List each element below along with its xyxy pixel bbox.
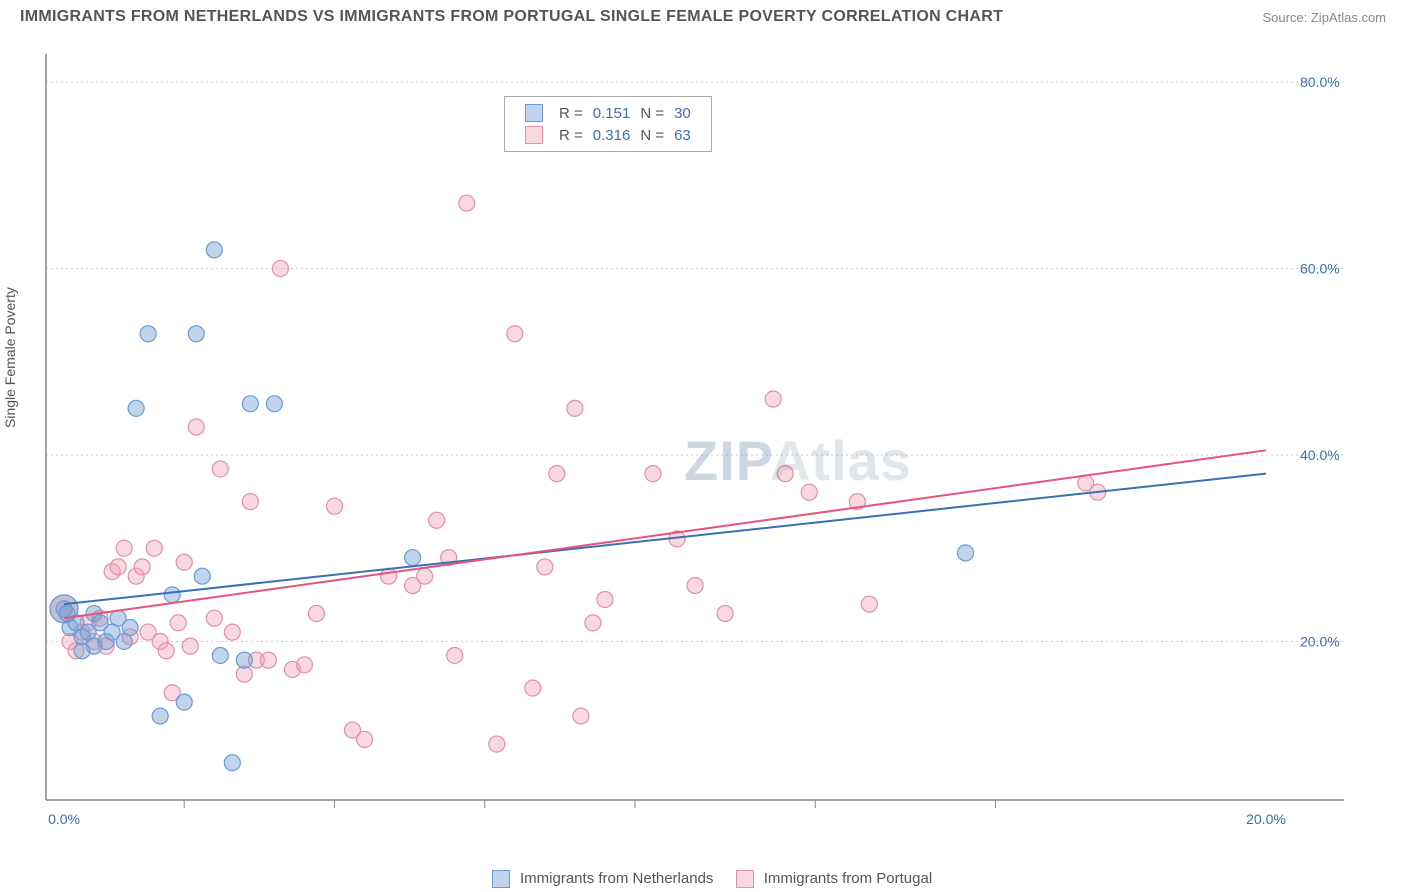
chart-title: IMMIGRANTS FROM NETHERLANDS VS IMMIGRANT…: [20, 8, 1003, 26]
y-axis-label: Single Female Poverty: [2, 287, 18, 428]
swatch-blue-icon: [525, 104, 543, 122]
scatter-plot: 0.0% 20.0% 20.0% 40.0% 60.0% 80.0%: [44, 48, 1344, 840]
r-value-pink: 0.316: [589, 125, 635, 145]
swatch-blue-icon: [492, 870, 510, 888]
swatch-pink-icon: [525, 126, 543, 144]
svg-text:40.0%: 40.0%: [1300, 447, 1340, 463]
bottom-legend: Immigrants from Netherlands Immigrants f…: [0, 870, 1406, 888]
stats-row-blue: R = 0.151 N = 30: [521, 103, 695, 123]
svg-text:80.0%: 80.0%: [1300, 74, 1340, 90]
svg-text:20.0%: 20.0%: [1300, 633, 1340, 649]
stats-panel: R = 0.151 N = 30 R = 0.316 N = 63: [504, 96, 712, 152]
svg-text:20.0%: 20.0%: [1246, 811, 1286, 827]
svg-text:60.0%: 60.0%: [1300, 260, 1340, 276]
n-label: N =: [636, 103, 668, 123]
stats-row-pink: R = 0.316 N = 63: [521, 125, 695, 145]
r-label: R =: [555, 125, 587, 145]
swatch-pink-icon: [736, 870, 754, 888]
n-label: N =: [636, 125, 668, 145]
svg-text:0.0%: 0.0%: [48, 811, 80, 827]
legend-label-pink: Immigrants from Portugal: [764, 870, 932, 887]
n-value-blue: 30: [670, 103, 695, 123]
source-label: Source: ZipAtlas.com: [1262, 10, 1386, 25]
legend-label-blue: Immigrants from Netherlands: [520, 870, 713, 887]
chart-area: 0.0%20.0% 20.0%40.0%60.0%80.0% ZIPAtlas …: [44, 48, 1344, 840]
n-value-pink: 63: [670, 125, 695, 145]
r-label: R =: [555, 103, 587, 123]
r-value-blue: 0.151: [589, 103, 635, 123]
